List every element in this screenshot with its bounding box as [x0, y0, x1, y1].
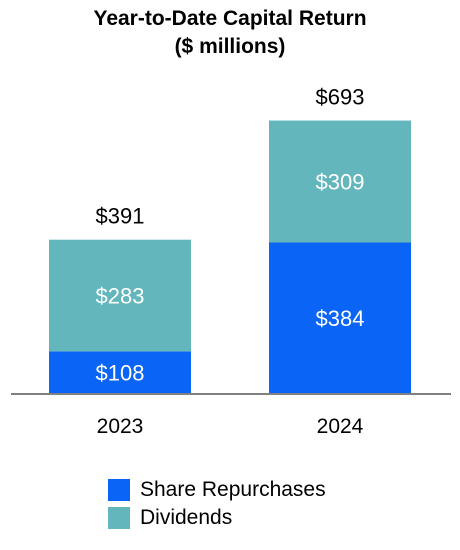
x-tick-label-2024: 2024 [317, 415, 364, 438]
legend: Share Repurchases Dividends [108, 476, 326, 532]
data-label-dividends-2023: $283 [96, 284, 145, 309]
legend-swatch-share-repurchases [108, 479, 130, 501]
total-label-2023: $391 [96, 204, 145, 229]
bar-share-repurchases-2023 [49, 351, 191, 394]
stacked-bar-chart: $108 $283 $391 2023 $384 $309 $693 2024 [11, 85, 451, 438]
legend-item-share-repurchases: Share Repurchases [108, 476, 326, 504]
bar-dividends-2023 [49, 239, 191, 352]
data-label-share-repurchases-2024: $384 [316, 306, 365, 331]
total-label-2024: $693 [316, 85, 365, 110]
legend-label-share-repurchases: Share Repurchases [140, 478, 326, 501]
chart-subtitle: ($ millions) [174, 35, 286, 58]
chart-title: Year-to-Date Capital Return [93, 7, 367, 30]
data-label-dividends-2024: $309 [316, 170, 365, 195]
legend-swatch-dividends [108, 507, 130, 529]
data-label-share-repurchases-2023: $108 [96, 361, 145, 386]
bar-dividends-2024 [269, 120, 411, 243]
bar-share-repurchases-2024 [269, 242, 411, 394]
legend-label-dividends: Dividends [140, 506, 233, 529]
legend-item-dividends: Dividends [108, 504, 326, 532]
x-tick-label-2023: 2023 [97, 415, 144, 438]
